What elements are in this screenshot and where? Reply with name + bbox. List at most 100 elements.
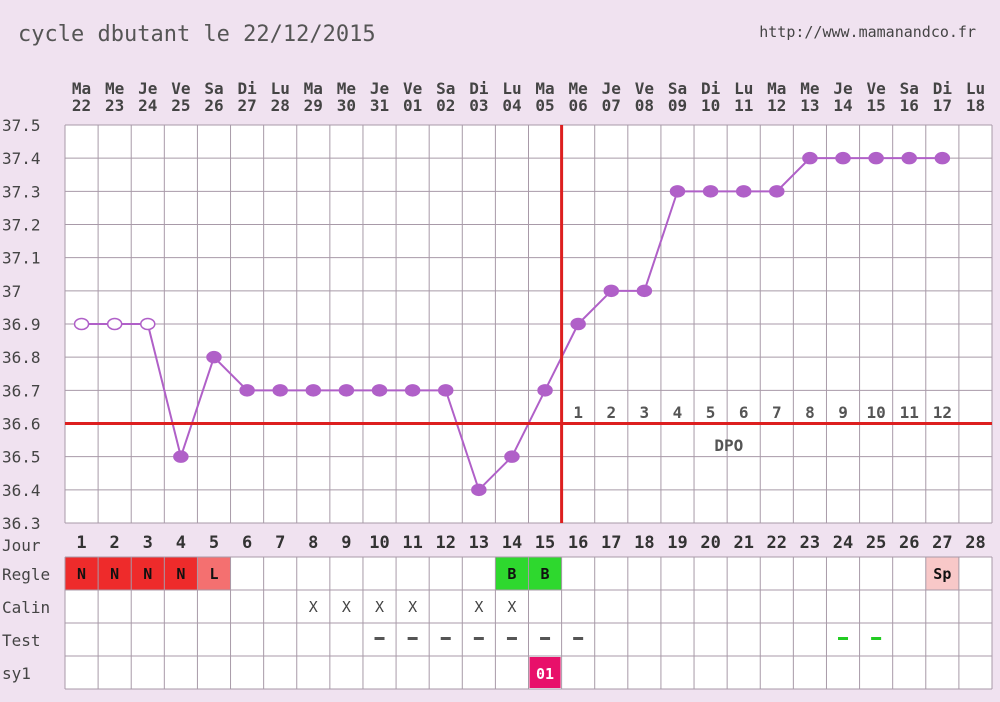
row-label: Calin: [2, 598, 50, 617]
weekday-label: Me: [569, 79, 588, 98]
date-label: 27: [237, 96, 256, 115]
y-tick-label: 37.3: [2, 182, 41, 201]
test-dash: [407, 637, 418, 640]
dpo-day-label: 9: [838, 403, 848, 422]
regle-cell: [131, 557, 165, 590]
row-label: Regle: [2, 565, 50, 584]
temperature-point: [140, 317, 156, 331]
cycle-day-number: 7: [275, 533, 285, 553]
temperature-point: [404, 384, 421, 397]
test-dash: [573, 637, 584, 640]
temperature-point: [702, 185, 719, 198]
chart-title: cycle dbutant le 22/12/2015: [18, 22, 376, 47]
cycle-day-number: 26: [899, 533, 919, 553]
temperature-point: [206, 350, 222, 364]
dpo-day-label: 7: [772, 403, 782, 422]
dpo-day-label: 4: [673, 403, 683, 422]
date-label: 07: [602, 96, 621, 115]
y-tick-label: 36.4: [2, 481, 41, 500]
regle-label: N: [110, 565, 119, 583]
cycle-day-number: 14: [502, 533, 522, 553]
dpo-day-label: 12: [933, 403, 952, 422]
test-dash: [540, 637, 551, 640]
weekday-label: Lu: [966, 79, 985, 98]
date-label: 24: [138, 96, 157, 115]
date-label: 03: [469, 96, 488, 115]
weekday-label: Di: [469, 79, 489, 98]
weekday-label: Me: [337, 79, 356, 98]
date-label: 05: [535, 96, 554, 115]
regle-cell: [528, 557, 562, 590]
temperature-point: [835, 151, 851, 165]
dpo-day-label: 2: [606, 403, 616, 422]
date-label: 16: [900, 96, 919, 115]
weekday-label: Sa: [204, 79, 223, 98]
dpo-day-label: 5: [706, 403, 716, 422]
temperature-point: [371, 384, 388, 397]
temperature-point: [437, 384, 454, 397]
weekday-label: Je: [602, 79, 621, 98]
weekday-label: Sa: [436, 79, 455, 98]
regle-label: Sp: [933, 565, 951, 583]
date-label: 29: [304, 96, 323, 115]
weekday-label: Lu: [271, 79, 290, 98]
calin-mark: X: [375, 598, 384, 616]
cycle-day-number: 19: [667, 533, 687, 553]
weekday-label: Lu: [734, 79, 753, 98]
y-tick-label: 36.7: [2, 381, 41, 400]
weekday-label: Je: [833, 79, 852, 98]
weekday-label: Ve: [866, 79, 885, 98]
weekday-label: Di: [701, 79, 721, 98]
date-label: 26: [204, 96, 223, 115]
date-label: 23: [105, 96, 124, 115]
test-dash: [374, 637, 385, 640]
weekday-label: Je: [370, 79, 389, 98]
regle-cell: [495, 557, 529, 590]
temperature-point: [669, 185, 686, 198]
test-dash: [838, 637, 849, 640]
cycle-day-number: 1: [76, 533, 86, 553]
calin-mark: X: [342, 598, 351, 616]
temperature-point: [537, 384, 553, 397]
cycle-day-number: 9: [341, 533, 351, 553]
dpo-day-label: 3: [640, 403, 650, 422]
cycle-day-number: 13: [469, 533, 489, 553]
site-url: http://www.mamanandco.fr: [759, 23, 976, 41]
temperature-point: [239, 384, 255, 397]
y-tick-label: 36.8: [2, 348, 41, 367]
date-label: 25: [171, 96, 190, 115]
temperature-point: [636, 284, 653, 298]
cycle-day-number: 27: [932, 533, 952, 553]
weekday-label: Ve: [635, 79, 654, 98]
temperature-point: [338, 384, 355, 397]
cycle-day-number: 18: [634, 533, 654, 553]
cycle-day-number: 20: [700, 533, 720, 553]
regle-cell: [197, 557, 231, 590]
temperature-point: [106, 317, 123, 331]
calin-mark: X: [309, 598, 318, 616]
temperature-point: [868, 151, 884, 165]
regle-label: N: [176, 565, 185, 583]
dpo-day-label: 10: [866, 403, 885, 422]
cycle-day-number: 25: [866, 533, 886, 553]
temperature-point: [173, 450, 189, 463]
temperature-point: [504, 450, 520, 463]
weekday-label: Sa: [668, 79, 687, 98]
cycle-day-number: 6: [242, 533, 252, 553]
temperature-point: [735, 185, 752, 198]
temperature-point: [305, 384, 322, 397]
temperature-point: [802, 151, 818, 165]
date-label: 04: [502, 96, 521, 115]
cycle-day-number: 24: [833, 533, 853, 553]
cycle-day-number: 5: [209, 533, 219, 553]
weekday-label: Lu: [502, 79, 521, 98]
row-label-jour: Jour: [2, 536, 41, 555]
cycle-day-number: 8: [308, 533, 318, 553]
temperature-point: [901, 151, 917, 165]
y-tick-label: 37.4: [2, 149, 41, 168]
regle-cell: [164, 557, 198, 590]
y-tick-label: 36.6: [2, 415, 41, 434]
weekday-label: Ma: [304, 79, 323, 98]
date-label: 15: [866, 96, 885, 115]
